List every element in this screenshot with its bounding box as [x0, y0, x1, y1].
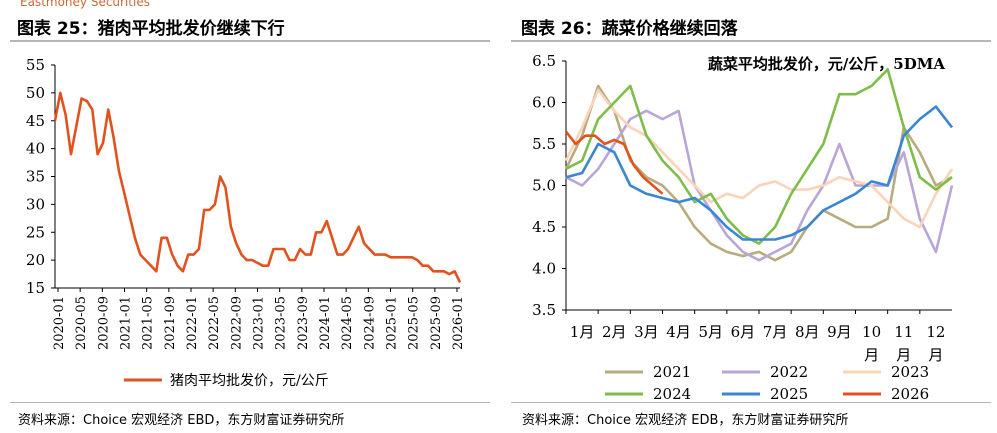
legend-label-2022: 2022: [770, 363, 808, 381]
legend-label-2026: 2026: [891, 385, 929, 402]
legend-label-2024: 2024: [653, 385, 691, 402]
vegetable-price-chart: 3.5 4.0 4.5 5.0 5.5 6.0 6.5 1月 2月 3月 4月 5月 6月 7月 8月 9月 1…: [532, 52, 954, 402]
right-source-note: 资料来源：Choice 宏观经济 EDB，东方财富证券研究所: [522, 413, 849, 428]
y-tick-label: 45: [26, 112, 45, 130]
left-chart-title: 图表 25：猪肉平均批发价继续下行: [17, 19, 285, 39]
x-tick-label: 9月: [827, 323, 852, 341]
x-tick-label: 2025-01: [385, 296, 400, 350]
y-tick-label: 30: [26, 195, 45, 213]
right-title-rule: [511, 40, 991, 42]
x-tick-label: 6月: [731, 323, 756, 341]
left-footer-rule: [10, 402, 490, 403]
left-title-rule: [10, 40, 490, 42]
right-footer-rule: [511, 402, 991, 403]
y-tick-label: 35: [26, 168, 45, 186]
y-tick-label: 50: [26, 84, 45, 102]
y-tick-label: 3.5: [532, 301, 556, 319]
x-tick-label: 2022-01: [185, 296, 200, 350]
y-tick-label: 55: [26, 56, 45, 74]
y-tick-label: 40: [26, 140, 45, 158]
x-tick-label: 2022-09: [229, 296, 244, 350]
y-tick-label: 6.5: [532, 52, 556, 70]
x-tick-label: 2023-01: [252, 296, 267, 350]
x-tick-label: 10: [862, 323, 881, 341]
legend-label-2021: 2021: [653, 363, 691, 381]
y-tick-label: 5.5: [532, 135, 556, 153]
legend-label-pork: 猪肉平均批发价，元/公斤: [170, 373, 329, 389]
x-tick-label: 12: [926, 323, 945, 341]
y-tick-label: 4.5: [532, 218, 556, 236]
y-tick-label: 20: [26, 251, 45, 269]
y-tick-label: 4.0: [532, 260, 556, 278]
pork-price-chart: 15 20 25 30 35 40 45 50 55 2020-01 2020-05 2020-09 2…: [26, 56, 466, 389]
x-tick-label: 2026-01: [451, 296, 466, 350]
x-tick-label-unit: 月: [896, 346, 911, 364]
right-chart-title: 图表 26：蔬菜价格继续回落: [521, 19, 738, 39]
series-line-2023: [564, 88, 954, 229]
watermark: Eastmoney Securities: [20, 0, 150, 9]
x-tick-label: 2020-05: [74, 296, 89, 350]
x-tick-label: 2025-05: [407, 296, 422, 350]
x-tick-label: 11: [894, 323, 913, 341]
series-line-2026: [564, 130, 664, 195]
x-tick-label: 2月: [602, 323, 627, 341]
legend-label-2023: 2023: [891, 363, 929, 381]
x-tick-label: 2023-09: [296, 296, 311, 350]
x-tick-label: 2024-09: [362, 296, 377, 350]
x-tick-label: 2023-05: [274, 296, 289, 350]
y-tick-label: 6.0: [532, 94, 556, 112]
x-tick-label: 2025-09: [429, 296, 444, 350]
series-line-pork: [53, 91, 462, 283]
chart-title: 蔬菜平均批发价，元/公斤，5DMA: [708, 55, 946, 73]
left-source-note: 资料来源：Choice 宏观经济 EBD，东方财富证券研究所: [18, 413, 345, 428]
x-tick-label: 2024-05: [340, 296, 355, 350]
x-tick-label: 3月: [634, 323, 659, 341]
x-tick-label: 2021-09: [163, 296, 178, 350]
y-tick-label: 25: [26, 223, 45, 241]
x-tick-label: 2020-01: [52, 296, 67, 350]
y-tick-label: 15: [26, 279, 45, 297]
x-tick-label-unit: 月: [928, 346, 943, 364]
series-line-2024: [565, 68, 953, 245]
x-tick-label-unit: 月: [864, 346, 879, 364]
x-tick-label: 2022-05: [207, 296, 222, 350]
x-tick-label: 2021-05: [141, 296, 156, 350]
y-tick-label: 5.0: [532, 177, 556, 195]
x-tick-label: 4月: [666, 323, 691, 341]
x-tick-label: 2021-01: [119, 296, 134, 350]
x-tick-label: 2024-01: [318, 296, 333, 350]
x-tick-label: 1月: [570, 323, 595, 341]
legend-label-2025: 2025: [770, 385, 808, 402]
series-line-2025: [565, 105, 954, 241]
x-tick-label: 2020-09: [96, 296, 111, 350]
x-tick-label: 7月: [763, 323, 788, 341]
x-tick-label: 5月: [698, 323, 723, 341]
x-tick-label: 8月: [795, 323, 820, 341]
